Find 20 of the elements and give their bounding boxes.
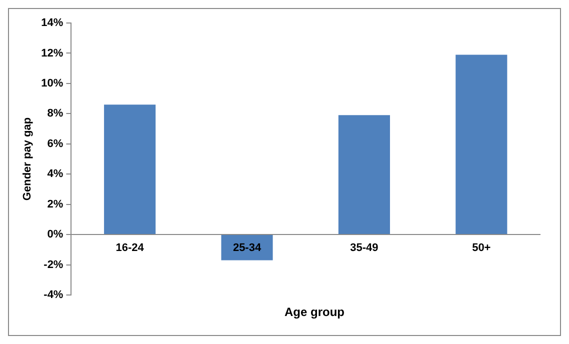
bar xyxy=(104,104,156,234)
y-tick-label: 10% xyxy=(41,77,64,90)
y-axis-title: Gender pay gap xyxy=(22,117,34,201)
y-tick-label: 2% xyxy=(47,198,64,210)
bar xyxy=(221,235,273,260)
bar xyxy=(338,115,390,234)
y-tick-label: 8% xyxy=(47,108,64,120)
y-tick-label: 14% xyxy=(41,17,64,30)
y-tick-label: 4% xyxy=(47,168,64,180)
x-tick-label: 35-49 xyxy=(350,242,378,254)
y-tick-label: -2% xyxy=(44,258,64,271)
y-tick-label: 12% xyxy=(41,47,64,60)
bar xyxy=(456,54,508,234)
x-axis-title: Age group xyxy=(284,305,346,319)
y-tick-label: -4% xyxy=(44,289,64,302)
y-tick-label: 6% xyxy=(47,138,64,150)
x-tick-label: 16-24 xyxy=(116,242,145,254)
x-tick-label: 50+ xyxy=(472,242,491,254)
y-tick-label: 0% xyxy=(47,228,64,241)
x-tick-label: 25-34 xyxy=(232,242,262,254)
